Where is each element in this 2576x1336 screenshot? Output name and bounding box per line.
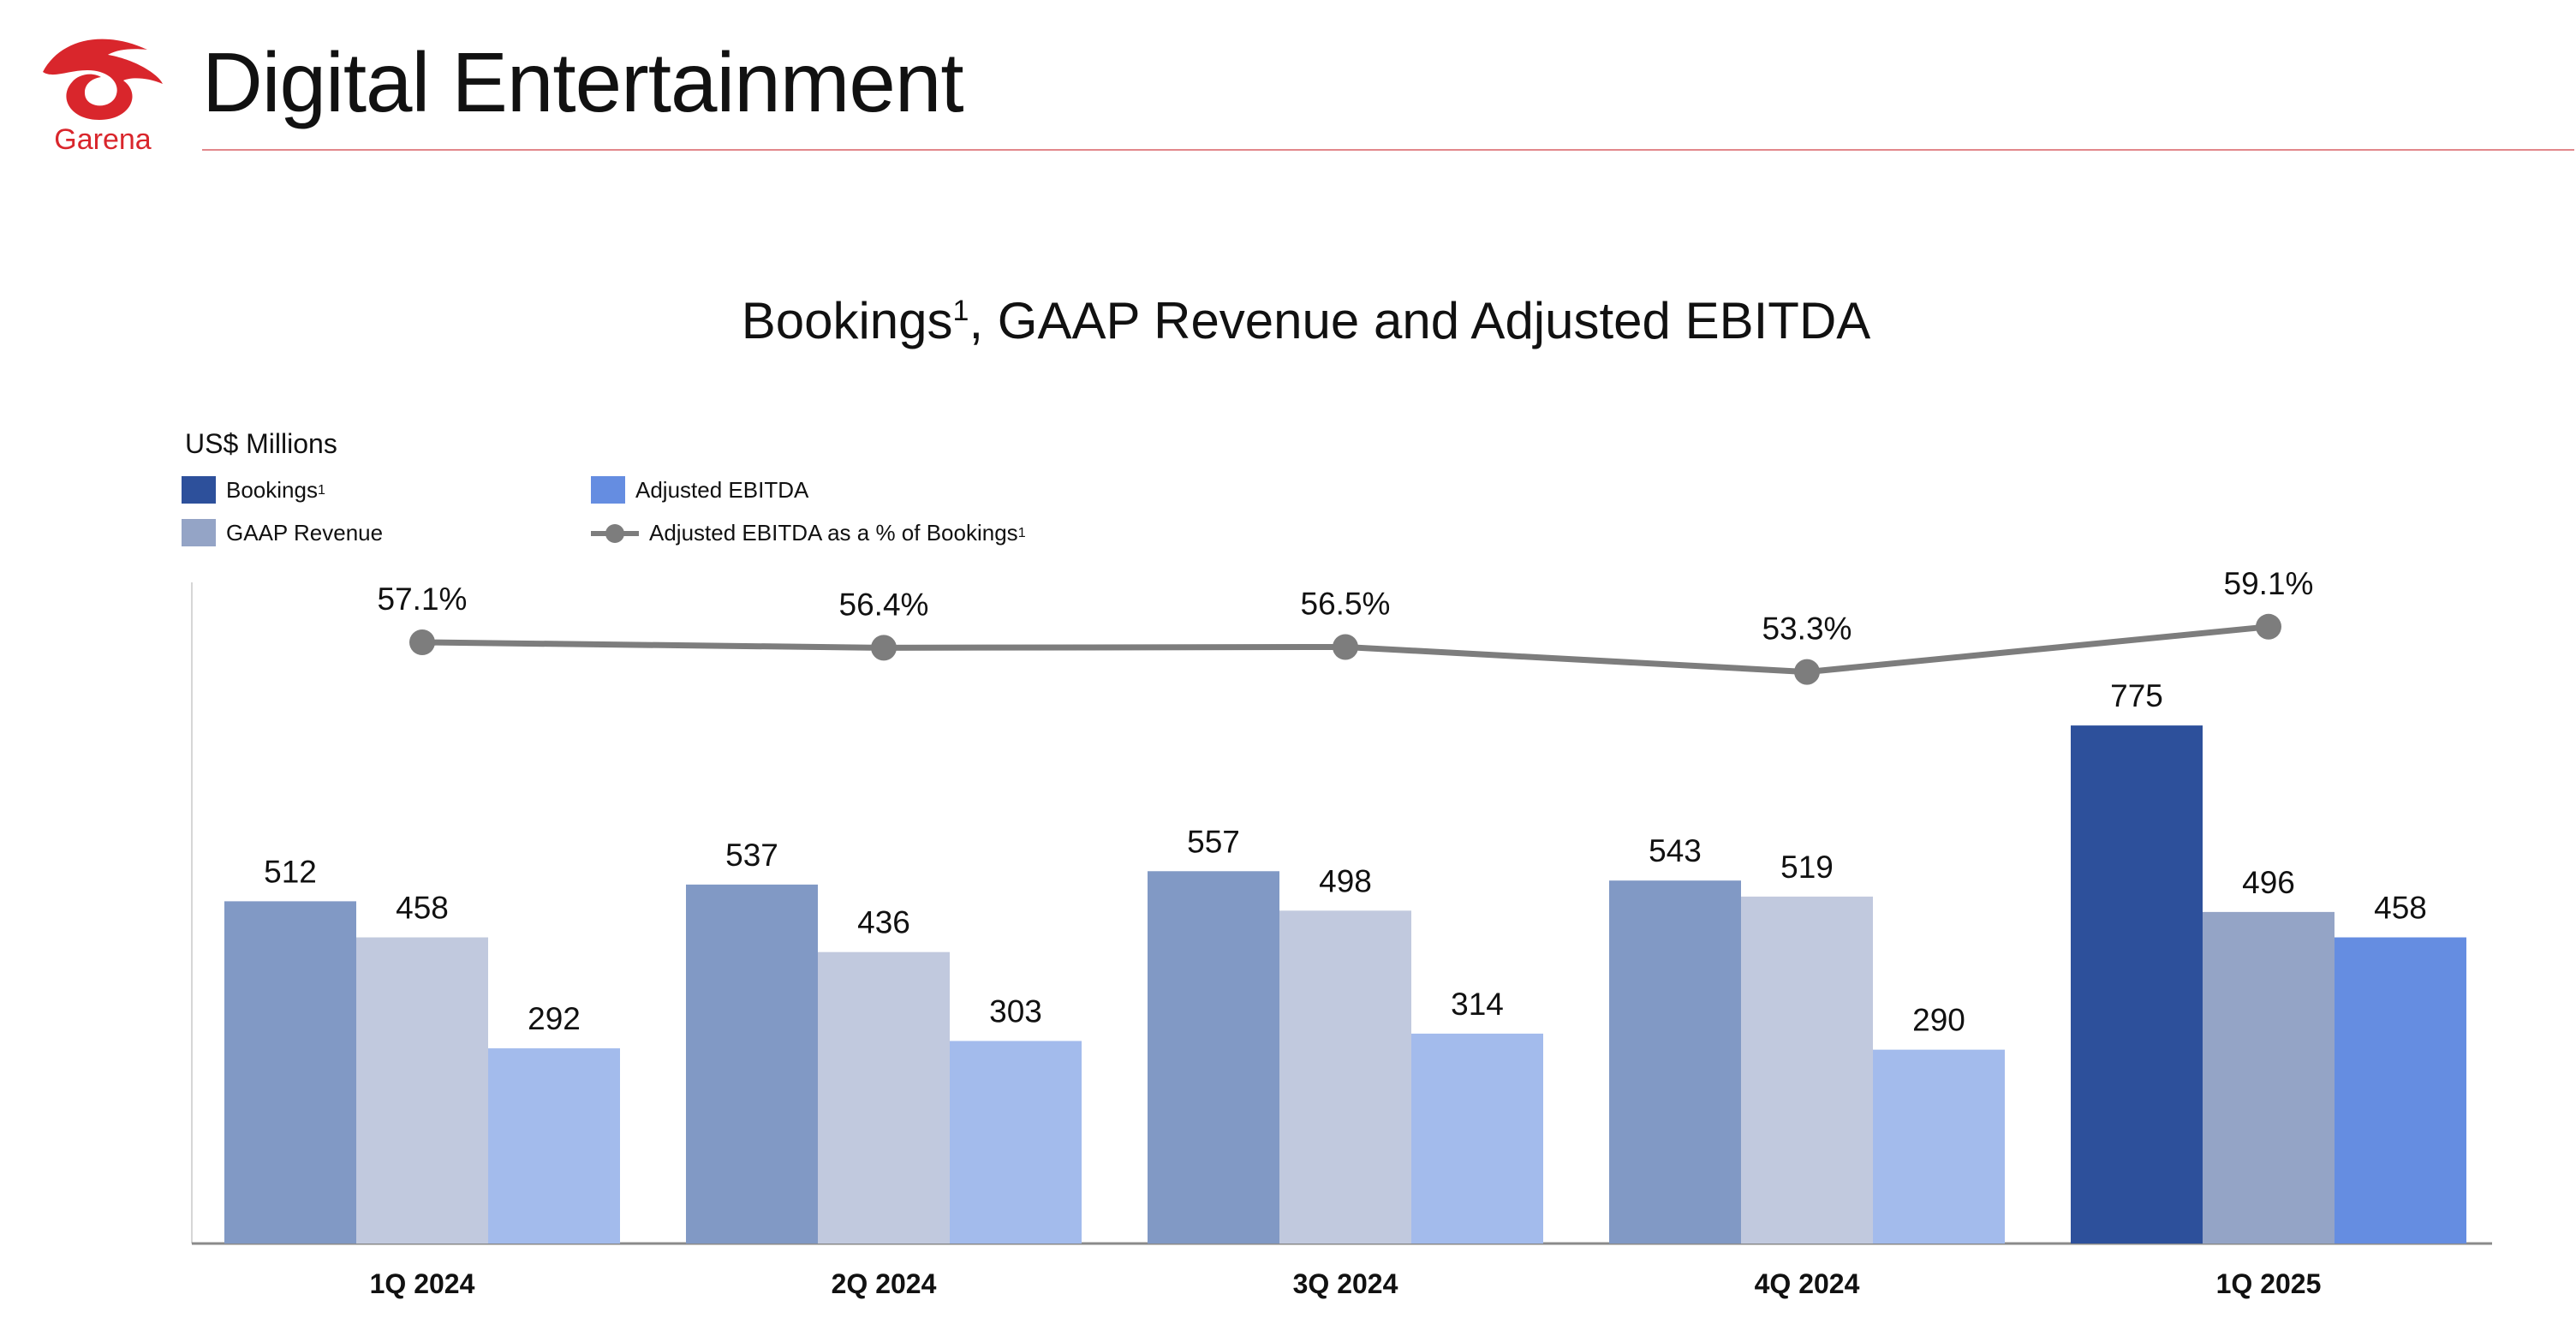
margin-point-label: 59.1% [2224, 566, 2314, 601]
bar-value-label: 543 [1649, 833, 1702, 868]
x-tick-label: 1Q 2024 [370, 1268, 475, 1299]
legend-label-margin: Adjusted EBITDA as a % of Bookings [649, 519, 1018, 546]
bar-gaap [356, 937, 488, 1244]
x-tick-label: 4Q 2024 [1755, 1268, 1860, 1299]
x-tick-label: 3Q 2024 [1293, 1268, 1398, 1299]
bar-gaap [1741, 896, 1873, 1244]
bar-ebitda [488, 1048, 620, 1244]
unit-label: US$ Millions [185, 428, 337, 459]
bar-value-label: 512 [264, 854, 317, 889]
legend-item-bookings: Bookings 1 [182, 476, 325, 504]
x-tick-label: 2Q 2024 [832, 1268, 937, 1299]
bar-bookings [2071, 725, 2203, 1244]
page-title: Digital Entertainment [202, 35, 964, 129]
margin-point [2256, 613, 2281, 640]
legend-label-bookings: Bookings [226, 476, 318, 503]
margin-point [871, 635, 897, 661]
margin-point-label: 53.3% [1762, 611, 1852, 647]
bar-bookings [1148, 871, 1279, 1244]
margin-point [1794, 659, 1820, 685]
bar-value-label: 537 [725, 838, 778, 873]
bar-value-label: 519 [1780, 850, 1834, 885]
legend-swatch-ebitda [591, 476, 625, 504]
title-divider [202, 149, 2574, 151]
legend-swatch-gaap [182, 519, 216, 546]
bar-value-label: 498 [1319, 863, 1372, 898]
bar-value-label: 314 [1451, 987, 1504, 1022]
bar-value-label: 292 [528, 1001, 581, 1036]
legend-item-margin: Adjusted EBITDA as a % of Bookings 1 [591, 519, 1026, 546]
legend-swatch-bookings [182, 476, 216, 504]
bar-ebitda [1873, 1049, 2005, 1244]
bar-ebitda [1411, 1033, 1543, 1244]
legend-item-ebitda: Adjusted EBITDA [591, 476, 808, 504]
chart-title: Bookings1, GAAP Revenue and Adjusted EBI… [0, 291, 2576, 350]
bar-ebitda [2334, 937, 2466, 1244]
bar-value-label: 557 [1187, 824, 1240, 859]
bar-value-label: 458 [2374, 891, 2427, 926]
margin-point [1333, 634, 1358, 660]
bar-bookings [686, 884, 818, 1244]
margin-point-label: 57.1% [378, 582, 468, 617]
bar-value-label: 290 [1912, 1003, 1965, 1038]
chart-title-main: Bookings [741, 292, 953, 349]
legend-label-gaap: GAAP Revenue [226, 519, 384, 546]
garena-dragon-icon [43, 39, 163, 120]
bar-gaap [1279, 910, 1411, 1244]
bar-value-label: 436 [857, 905, 910, 940]
garena-wordmark: Garena [54, 123, 152, 156]
bar-gaap [2203, 911, 2334, 1244]
chart-title-footnote: 1 [952, 295, 969, 327]
legend-label-ebitda: Adjusted EBITDA [635, 476, 809, 503]
garena-logo: Garena [34, 31, 171, 159]
margin-point [409, 629, 435, 655]
margin-point-label: 56.4% [839, 587, 929, 622]
bar-bookings [224, 901, 356, 1244]
legend-line-marker-icon [591, 519, 639, 546]
bar-value-label: 496 [2242, 865, 2295, 900]
bar-ebitda [950, 1041, 1082, 1244]
x-tick-label: 1Q 2025 [2216, 1268, 2322, 1299]
bar-gaap [818, 951, 950, 1244]
legend-item-gaap: GAAP Revenue [182, 519, 383, 546]
chart-title-rest: , GAAP Revenue and Adjusted EBITDA [969, 292, 1871, 349]
margin-point-label: 56.5% [1301, 586, 1391, 621]
bar-value-label: 458 [396, 891, 449, 926]
bar-value-label: 303 [989, 994, 1042, 1029]
bar-bookings [1609, 880, 1741, 1244]
bar-value-label: 775 [2110, 678, 2163, 713]
